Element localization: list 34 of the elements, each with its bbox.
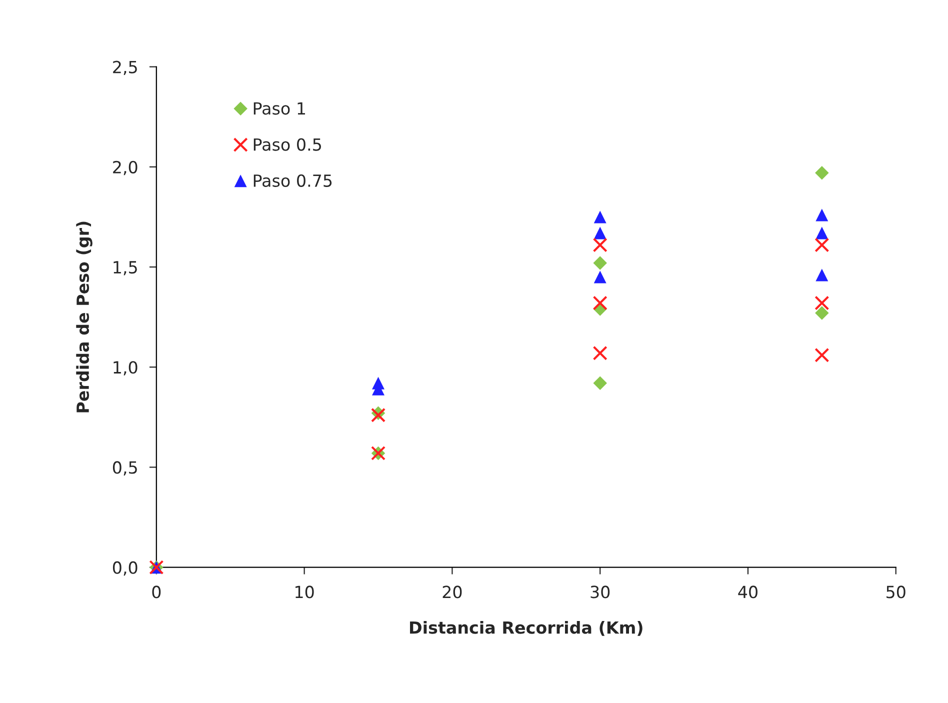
y-tick-label: 0,5 xyxy=(112,461,137,476)
point xyxy=(592,296,608,310)
y-tick-label: 2,5 xyxy=(113,60,137,76)
y-tick-label: 1,0 xyxy=(114,361,138,376)
point xyxy=(816,208,828,222)
point xyxy=(814,296,830,310)
point xyxy=(815,166,829,180)
point xyxy=(592,238,608,252)
y-tick-label: 0,0 xyxy=(112,561,138,576)
point xyxy=(814,238,830,252)
x-tick-label: 0 xyxy=(152,586,161,598)
x-tick-label: 50 xyxy=(886,586,906,598)
x-tick-label: 20 xyxy=(442,586,462,598)
x-tick-label: 40 xyxy=(738,586,758,598)
point xyxy=(594,226,606,240)
legend-label: Paso 0.75 xyxy=(254,174,332,187)
legend-label: Paso 1 xyxy=(254,102,305,115)
point xyxy=(593,376,607,390)
point xyxy=(814,348,830,362)
legend-label: Paso 0.5 xyxy=(254,138,321,151)
point xyxy=(592,346,608,360)
point xyxy=(815,306,829,320)
point xyxy=(594,270,606,284)
point xyxy=(594,210,606,224)
x-axis-title: Distancia Recorrida (Km) xyxy=(410,620,642,636)
point xyxy=(816,226,828,240)
point xyxy=(372,376,384,390)
x-tick-label: 30 xyxy=(590,586,610,598)
point xyxy=(593,256,607,270)
x-tick-label: 10 xyxy=(296,586,314,598)
y-tick-label: 1,5 xyxy=(114,261,137,276)
y-axis-title: Perdida de Peso (gr) xyxy=(76,222,92,412)
point xyxy=(816,268,828,282)
y-tick-label: 2,0 xyxy=(113,160,138,176)
